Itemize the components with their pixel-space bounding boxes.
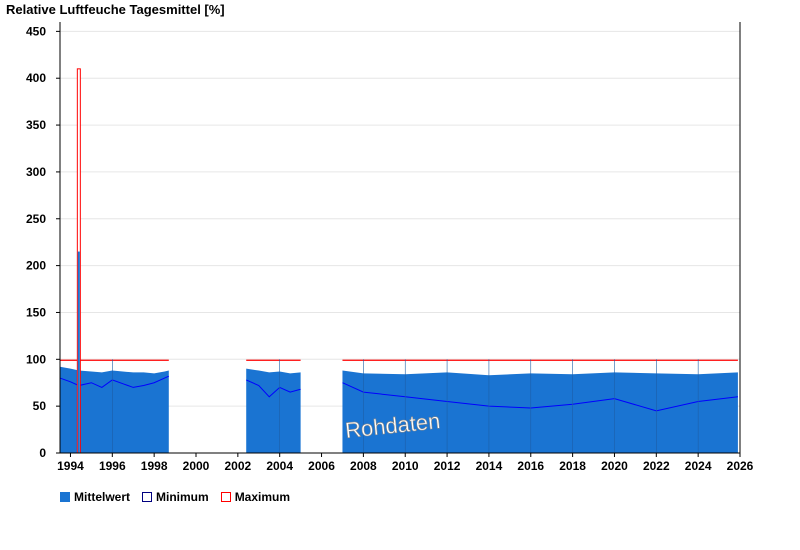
y-tick-label-300: 300	[26, 165, 46, 179]
mean-bar-segment-0	[60, 366, 169, 453]
legend-label-minimum: Minimum	[156, 490, 209, 504]
y-tick-label-250: 250	[26, 212, 46, 226]
x-tick-label-2006: 2006	[308, 459, 335, 473]
y-tick-label-100: 100	[26, 352, 46, 366]
x-tick-label-2002: 2002	[224, 459, 251, 473]
legend-item-mean[interactable]: Mittelwert	[60, 490, 130, 504]
maximum-swatch	[220, 492, 231, 502]
x-tick-label-1994: 1994	[57, 459, 84, 473]
minimum-swatch	[142, 492, 153, 502]
x-tick-label-1996: 1996	[99, 459, 126, 473]
mean-spike	[77, 251, 80, 453]
y-tick-label-50: 50	[33, 399, 47, 413]
minimum-line-1	[246, 379, 301, 398]
y-tick-label-200: 200	[26, 259, 46, 273]
legend-label-mean: Mittelwert	[74, 490, 131, 504]
mean-swatch	[60, 492, 70, 502]
mean-bar-segment-1	[246, 368, 301, 453]
legend-item-minimum[interactable]: Minimum	[142, 490, 209, 504]
x-tick-label-2018: 2018	[559, 459, 586, 473]
x-tick-label-2010: 2010	[392, 459, 419, 473]
x-tick-label-2004: 2004	[266, 459, 293, 473]
x-tick-label-2020: 2020	[601, 459, 628, 473]
x-tick-label-2014: 2014	[476, 459, 503, 473]
x-tick-label-2016: 2016	[517, 459, 544, 473]
x-tick-label-2008: 2008	[350, 459, 377, 473]
y-tick-label-350: 350	[26, 118, 46, 132]
mean-bar-segment-2	[342, 370, 738, 453]
y-tick-label-150: 150	[26, 305, 46, 319]
legend: Mittelwert Minimum Maximum	[60, 490, 290, 504]
legend-item-maximum[interactable]: Maximum	[220, 490, 291, 504]
x-tick-label-2000: 2000	[183, 459, 210, 473]
x-tick-label-2026: 2026	[727, 459, 754, 473]
y-tick-label-0: 0	[39, 446, 46, 460]
x-tick-label-2024: 2024	[685, 459, 712, 473]
legend-label-maximum: Maximum	[234, 490, 291, 504]
x-tick-label-1998: 1998	[141, 459, 168, 473]
x-tick-label-2012: 2012	[434, 459, 461, 473]
x-tick-label-2022: 2022	[643, 459, 670, 473]
y-tick-label-400: 400	[26, 71, 46, 85]
chart-title: Relative Luftfeuche Tagesmittel [%]	[6, 2, 225, 17]
y-tick-label-450: 450	[26, 24, 46, 38]
